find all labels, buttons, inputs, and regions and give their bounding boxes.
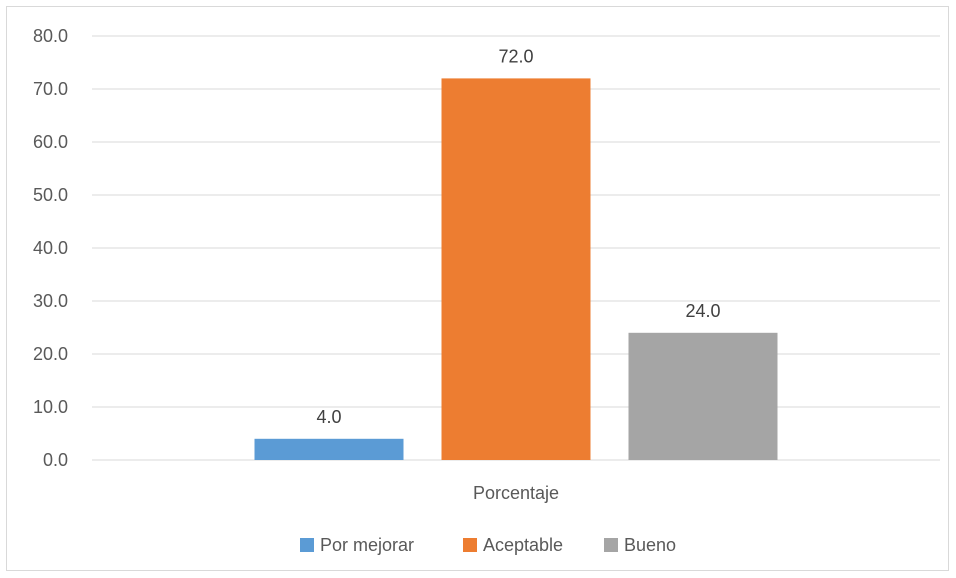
y-tick-label: 60.0 [33, 132, 68, 152]
legend-swatch [604, 538, 618, 552]
legend: Por mejorar Aceptable Bueno [300, 535, 676, 555]
bar-bueno [628, 332, 778, 460]
y-tick-label: 0.0 [43, 450, 68, 470]
legend-label: Bueno [624, 535, 676, 555]
legend-swatch [300, 538, 314, 552]
bar-aceptable [441, 78, 591, 461]
y-axis-tick-labels: 0.0 10.0 20.0 30.0 40.0 50.0 60.0 70.0 80.0 [33, 26, 68, 470]
data-label: 72.0 [498, 46, 533, 66]
legend-swatch [463, 538, 477, 552]
y-tick-label: 30.0 [33, 291, 68, 311]
legend-label: Por mejorar [320, 535, 414, 555]
data-label: 4.0 [316, 407, 341, 427]
bar-por-mejorar [254, 438, 404, 460]
y-tick-label: 80.0 [33, 26, 68, 46]
y-tick-label: 10.0 [33, 397, 68, 417]
bars [254, 78, 778, 461]
data-label: 24.0 [685, 301, 720, 321]
x-axis-category-label: Porcentaje [473, 483, 559, 503]
data-labels: 4.0 72.0 24.0 [316, 46, 720, 426]
y-tick-label: 50.0 [33, 185, 68, 205]
y-tick-label: 40.0 [33, 238, 68, 258]
y-tick-label: 70.0 [33, 79, 68, 99]
legend-label: Aceptable [483, 535, 563, 555]
y-tick-label: 20.0 [33, 344, 68, 364]
